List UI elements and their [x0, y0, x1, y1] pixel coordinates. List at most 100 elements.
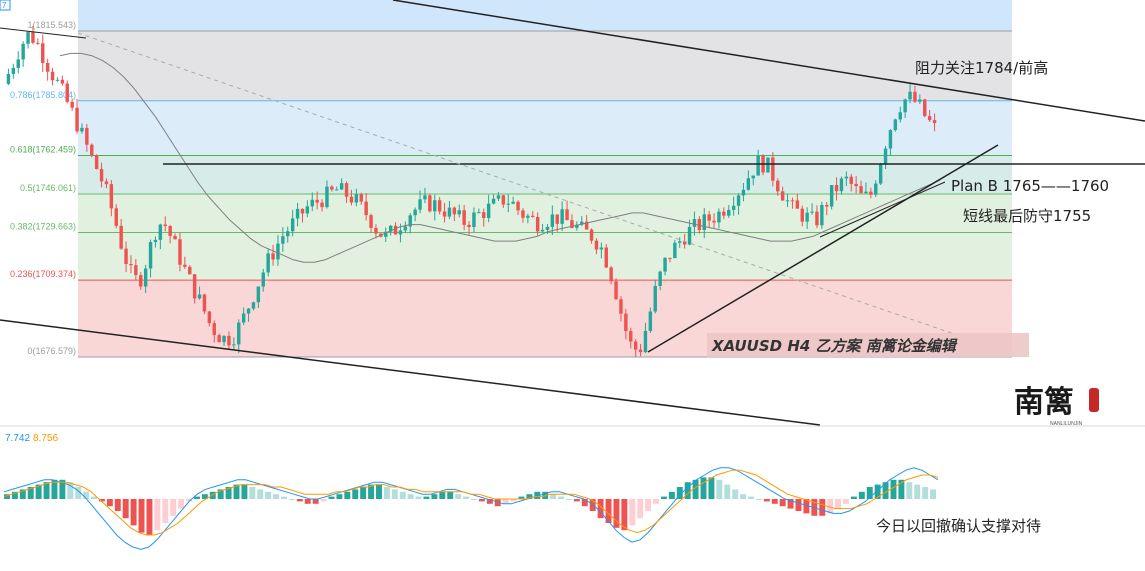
candle-body [281, 236, 285, 244]
candle-body [516, 201, 520, 211]
fib-zone-0.5 [78, 194, 1012, 233]
candle-body [90, 144, 94, 156]
macd-bar [154, 499, 161, 531]
candle-body [741, 189, 746, 196]
candle-body [212, 323, 216, 336]
candle-body [192, 274, 197, 299]
watermark-text: XAUUSD H4 乙方案 南篱论金编辑 [711, 337, 958, 355]
macd-lines [3, 467, 939, 550]
macd-bar [653, 499, 659, 504]
candle-body [143, 268, 148, 287]
macd-bar [217, 489, 224, 499]
corner-badge[interactable]: 7 [0, 0, 11, 11]
candle-body [6, 73, 11, 84]
candle-body [560, 209, 564, 224]
candle-body [535, 216, 540, 232]
macd-bar [558, 496, 565, 499]
zone-above-1 [78, 0, 1012, 31]
candle-body [521, 210, 525, 218]
candle-body [614, 281, 618, 300]
candle-body [829, 185, 834, 207]
macd-bar [502, 499, 509, 504]
candle-body [60, 79, 65, 84]
candle-body [712, 220, 716, 223]
candle-body [99, 169, 104, 182]
candle-body [785, 200, 790, 202]
candle-body [114, 208, 118, 226]
macd-bar [162, 499, 169, 523]
candle-body [506, 203, 510, 205]
macd-bar [874, 484, 881, 499]
macd-bar [763, 499, 770, 502]
macd-bar [660, 496, 667, 499]
candle-body [369, 215, 373, 228]
macd-bar [914, 484, 921, 499]
macd-bar [138, 499, 145, 533]
candle-body [756, 155, 760, 176]
moving-average [59, 52, 941, 263]
macd-bar [233, 484, 240, 499]
candle-body [418, 199, 422, 210]
candle-body [266, 253, 270, 273]
candle-body [428, 195, 432, 212]
macd-bar [296, 499, 303, 502]
candle-body [295, 208, 300, 219]
fib-label-0: 0(1676.579) [27, 346, 76, 356]
candle-body [16, 59, 20, 68]
macd-bar [201, 494, 208, 499]
candle-body [599, 247, 604, 250]
candle-body [780, 191, 785, 201]
macd-bar [637, 499, 644, 519]
macd-bar [376, 484, 382, 499]
candle-body [888, 130, 893, 149]
candle-body [825, 204, 829, 207]
macd-bar [486, 499, 493, 504]
fib-label-0.5: 0.5(1746.061) [20, 183, 76, 193]
candle-body [315, 199, 319, 203]
candle-body [820, 204, 824, 226]
macd-pane[interactable]: 7.742 8.756 [3, 433, 939, 550]
candle-body [237, 322, 241, 345]
macd-bar [391, 489, 398, 499]
candle-body [638, 349, 643, 353]
macd-bar [613, 499, 620, 528]
candle-body [496, 195, 501, 199]
macd-bar [43, 482, 50, 499]
macd-bar [748, 496, 754, 499]
macd-bar [225, 487, 232, 499]
macd-bar [447, 491, 454, 499]
macd-bar [265, 491, 272, 499]
candle-body [609, 267, 613, 282]
candle-body [11, 67, 16, 74]
candle-body [153, 239, 158, 243]
watermark-background [707, 333, 1029, 357]
candle-body [678, 241, 682, 243]
macd-bar [621, 499, 628, 531]
candle-body [65, 83, 69, 102]
candle-body [874, 183, 878, 195]
candle-body [310, 199, 314, 207]
candle-body [663, 257, 667, 272]
candle-body [854, 183, 858, 187]
candle-body [197, 294, 202, 299]
candle-body [388, 225, 393, 232]
candle-body [643, 330, 648, 353]
macd-value: 7.742 [5, 433, 30, 444]
macd-bar [550, 494, 557, 499]
macd-bar [304, 499, 311, 504]
candle-body [36, 42, 40, 44]
macd-bar [755, 499, 762, 500]
macd-bar [368, 484, 375, 499]
corner-badge-text: 7 [2, 1, 7, 10]
candle-body [339, 183, 344, 190]
candle-body [398, 230, 403, 235]
candle-body [682, 241, 687, 245]
macd-bar [534, 491, 541, 499]
candle-body [697, 219, 702, 231]
macd-bar [645, 499, 652, 511]
candle-body [70, 101, 74, 108]
candle-body [408, 215, 412, 227]
candle-body [800, 208, 804, 222]
